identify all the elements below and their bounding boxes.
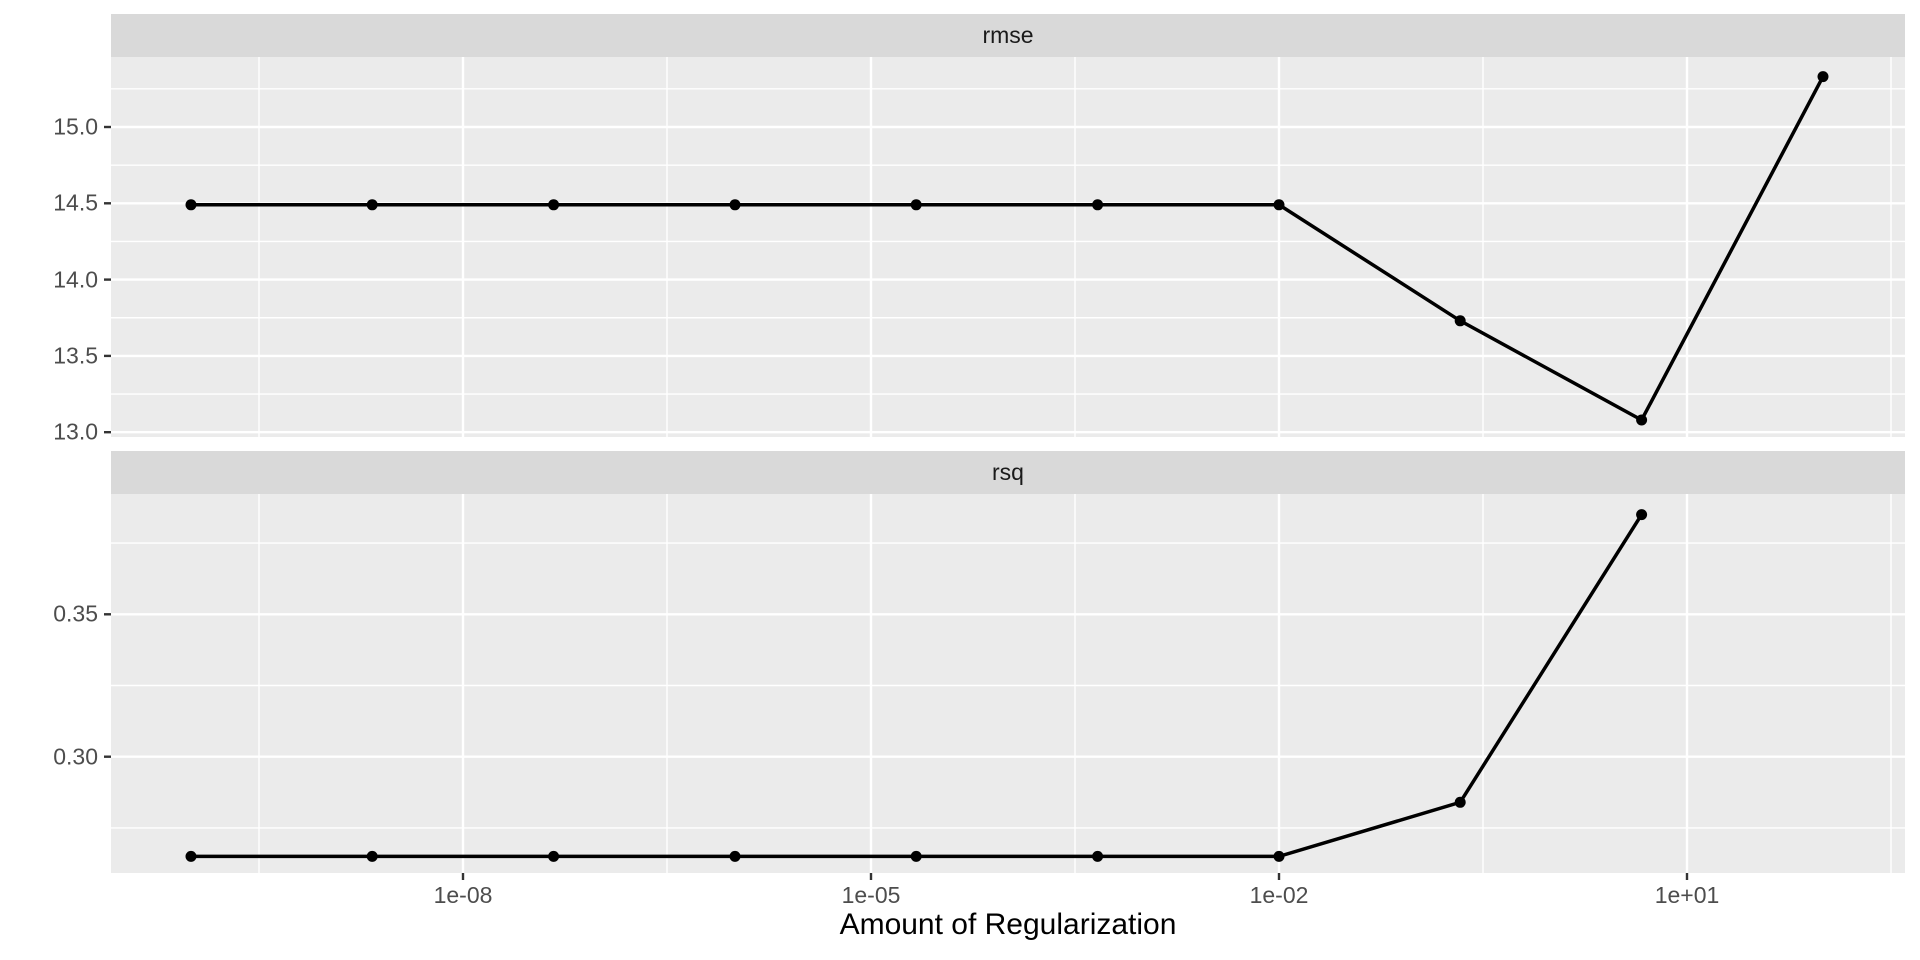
- y-tick-label-rmse: 13.5: [53, 342, 98, 369]
- panel-background-rmse: [111, 57, 1905, 437]
- y-tick-label-rmse: 13.0: [53, 418, 98, 445]
- x-tick-label: 1e-08: [433, 882, 493, 908]
- panel-background-rsq: [111, 494, 1905, 873]
- data-point-rsq: [729, 850, 741, 862]
- y-tick-label-rmse: 14.5: [53, 189, 98, 216]
- x-tick-label: 1e+01: [1654, 882, 1720, 908]
- data-point-rmse: [1636, 414, 1648, 426]
- data-point-rsq: [185, 850, 197, 862]
- data-point-rmse: [1273, 199, 1285, 211]
- data-point-rmse: [185, 199, 197, 211]
- data-point-rsq: [1454, 796, 1466, 808]
- data-point-rsq: [910, 850, 922, 862]
- data-point-rmse: [729, 199, 741, 211]
- y-tick-label-rmse: 15.0: [53, 113, 98, 140]
- data-point-rmse: [1817, 71, 1829, 83]
- data-point-rsq: [1273, 850, 1285, 862]
- y-tick-label-rmse: 14.0: [53, 266, 98, 293]
- facet-strip-rsq: rsq: [111, 451, 1905, 494]
- series-line-rmse: [191, 75, 1825, 423]
- y-tick-label-rsq: 0.30: [53, 743, 98, 770]
- data-point-rsq: [1636, 509, 1648, 521]
- facet-strip-rmse: rmse: [111, 14, 1905, 57]
- data-point-rsq: [366, 850, 378, 862]
- data-point-rmse: [910, 199, 922, 211]
- data-point-rmse: [1092, 199, 1104, 211]
- facet-strip-rsq-label: rsq: [992, 459, 1024, 485]
- data-point-rmse: [1454, 315, 1466, 327]
- y-tick-label-rsq: 0.35: [53, 600, 98, 627]
- data-point-rsq: [548, 850, 560, 862]
- data-point-rsq: [1092, 850, 1104, 862]
- facet-strip-rmse-label: rmse: [982, 22, 1034, 48]
- x-tick-label: 1e-05: [841, 882, 901, 908]
- data-point-rmse: [548, 199, 560, 211]
- x-tick-label: 1e-02: [1249, 882, 1309, 908]
- x-axis-title: Amount of Regularization: [839, 908, 1177, 941]
- data-point-rmse: [366, 199, 378, 211]
